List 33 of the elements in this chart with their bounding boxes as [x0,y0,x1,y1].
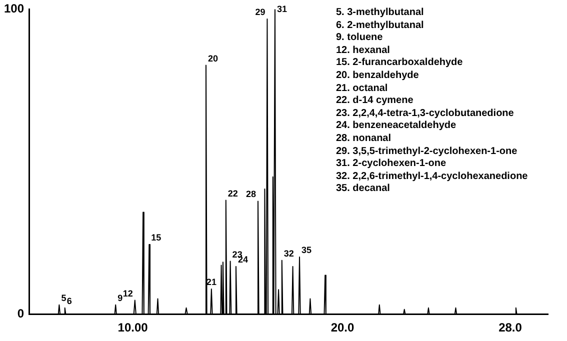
y-tick-label: 100 [4,2,24,16]
annotation: 29 [255,6,266,17]
annotation: 32. 2,2,6-trimethyl-1,4-cyclohexanedione [336,170,528,182]
annotation: 35. decanal [336,183,390,194]
annotation: 29. 3,5,5-trimethyl-2-cyclohexen-1-one [336,146,518,157]
y-tick-label: 0 [17,306,24,320]
x-tick-label: 20.0 [330,320,354,335]
annotation: 6. 2-methylbutanal [336,20,424,31]
annotation: 22 [228,188,238,198]
annotation: 22. d-14 cymene [336,95,414,106]
annotation: 15 [151,232,162,242]
annotation: 28 [246,189,256,200]
annotation: 21 [206,276,216,287]
annotation: 21. octanal [336,82,388,94]
annotation: 9 [118,292,123,303]
annotation: 23. 2,2,4,4-tetra-1,3-cyclobutanedione [336,108,514,119]
annotation: 28. nonanal [336,132,392,144]
annotation: 35 [302,244,312,255]
x-tick-label: 28.0 [498,320,522,335]
annotation: 12 [122,288,133,298]
annotation: 15. 2-furancarboxaldehyde [336,57,463,68]
annotation: 12. hexanal [336,44,390,56]
annotation: 24. benzeneacetaldehyde [336,120,456,132]
annotation: 5 [61,292,66,303]
annotation: 20. benzaldehyde [336,70,419,81]
annotation: 6 [66,296,72,306]
annotation: 20 [208,53,218,64]
x-tick-label: 10.00 [118,320,148,335]
annotation: 31. 2-cyclohexen-1-one [336,158,446,170]
annotation: 31 [276,4,287,14]
annotation: 9. toluene [336,32,383,44]
annotation: 5. 3-methylbutanal [336,7,424,18]
annotation: 32 [284,248,294,258]
